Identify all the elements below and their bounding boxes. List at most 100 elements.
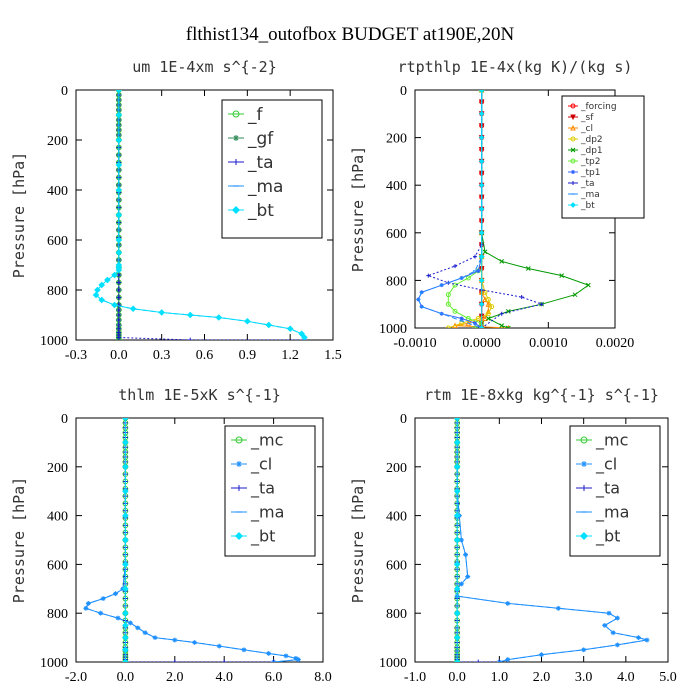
legend-marker [581, 485, 587, 491]
legend-label: _ta [595, 479, 620, 499]
data-point [478, 182, 485, 189]
legend-item: _mc [576, 431, 628, 451]
data-point [116, 335, 122, 340]
data-point [265, 321, 273, 329]
legend-item: _cl [576, 455, 617, 475]
data-point [459, 316, 464, 321]
data-point [115, 236, 123, 244]
data-point [115, 186, 123, 194]
x-tick-label: 0.0 [448, 670, 466, 685]
data-point [499, 323, 505, 328]
legend-label: _tp1 [580, 168, 600, 178]
legend-label: _ma [595, 503, 629, 523]
data-point [525, 266, 531, 271]
y-tick-label: 800 [386, 607, 407, 622]
legend-label: _bt [595, 527, 620, 547]
y-tick-label: 0 [61, 412, 68, 427]
x-tick-label: 0.3 [153, 348, 171, 363]
legend-item: _dp2 [568, 135, 603, 145]
data-point [453, 439, 461, 446]
legend-marker [570, 124, 576, 131]
legend-marker [232, 110, 240, 118]
data-point [499, 259, 505, 264]
legend-item: _forcing [568, 102, 617, 112]
legend-item: _ma [228, 177, 283, 197]
data-point [505, 308, 511, 314]
series-bt [478, 90, 485, 328]
y-tick-label: 1000 [40, 656, 68, 671]
x-tick-label: 0.0010 [529, 336, 568, 351]
panels: um 1E-4xm s^{-2} Pressure [hPa] -0.3 0.0 0.3… [10, 58, 677, 685]
legend-marker [570, 202, 576, 208]
y-tick-label: 200 [47, 134, 68, 149]
data-point [453, 634, 461, 641]
series-bt [453, 418, 461, 662]
legend-label: _tp2 [580, 157, 600, 167]
data-point [478, 158, 485, 165]
data-point [453, 487, 461, 495]
panel-4: rtm 1E-8xkg kg^{-1} s^{-1} Pressure [hPa]… [349, 386, 677, 685]
data-point [221, 659, 227, 662]
legend-item: _ma [568, 190, 600, 200]
legend-item: _f [228, 105, 264, 125]
series-line [448, 90, 493, 328]
y-tick-label: 400 [47, 184, 68, 199]
legend: _mc _cl _ta _ma _bt [569, 425, 661, 557]
y-tick-label: 1000 [379, 656, 407, 671]
x-tick-label: 0.9 [239, 348, 257, 363]
data-point [453, 264, 457, 269]
y-tick-label: 600 [386, 227, 407, 242]
data-point [111, 271, 118, 279]
x-tick-label: 1.5 [324, 348, 342, 363]
legend: _f _gf _ta _ma _bt [221, 99, 323, 239]
legend-marker [570, 114, 576, 121]
series-ta [426, 90, 544, 328]
data-point [122, 622, 129, 629]
data-point [572, 292, 578, 298]
data-point [116, 307, 122, 313]
legend-label: _ta [250, 479, 275, 499]
data-point [122, 561, 129, 568]
data-point [92, 291, 100, 299]
data-point [116, 280, 122, 285]
x-tick-label: 4.0 [215, 670, 233, 685]
legend-box [221, 99, 323, 239]
data-point [445, 292, 451, 298]
legend-box [561, 95, 645, 219]
legend-marker [233, 135, 239, 141]
series-group [83, 418, 301, 662]
x-tick-label: 5.0 [659, 670, 677, 685]
data-point [478, 134, 485, 141]
figure-title: flthist134_outofbox BUDGET at190E,20N [186, 24, 515, 45]
series-line [456, 418, 648, 662]
data-point [473, 321, 477, 326]
data-point [187, 337, 193, 340]
y-tick-label: 600 [386, 558, 407, 573]
legend-item: _bt [231, 527, 275, 547]
data-point [426, 273, 431, 278]
panel-3: thlm 1E-5xK s^{-1} Pressure [hPa] -2.0 0.0 2… [10, 386, 332, 685]
data-point [115, 266, 123, 274]
y-tick-label: 400 [386, 510, 407, 525]
legend-marker [234, 531, 244, 541]
legend-label: _bt [247, 201, 274, 221]
legend-label: _gf [247, 129, 274, 149]
data-point [115, 111, 123, 119]
data-point [116, 312, 122, 318]
legend-marker [233, 159, 239, 165]
data-point [122, 646, 129, 654]
legend-item: _tp1 [568, 168, 600, 178]
data-point [115, 90, 123, 94]
legend-label: _mc [250, 431, 283, 451]
legend-label: _ma [247, 177, 283, 197]
data-point [475, 315, 481, 321]
panel-title: rtm 1E-8xkg kg^{-1} s^{-1} [424, 386, 659, 404]
y-axis-label: Pressure [hPa] [349, 477, 367, 603]
data-point [478, 90, 485, 93]
legend-label: _ma [580, 190, 600, 200]
legend-item: _ta [231, 479, 275, 499]
data-point [94, 286, 101, 294]
data-point [485, 311, 491, 317]
legend-marker [570, 147, 576, 153]
y-tick-label: 800 [386, 274, 407, 289]
